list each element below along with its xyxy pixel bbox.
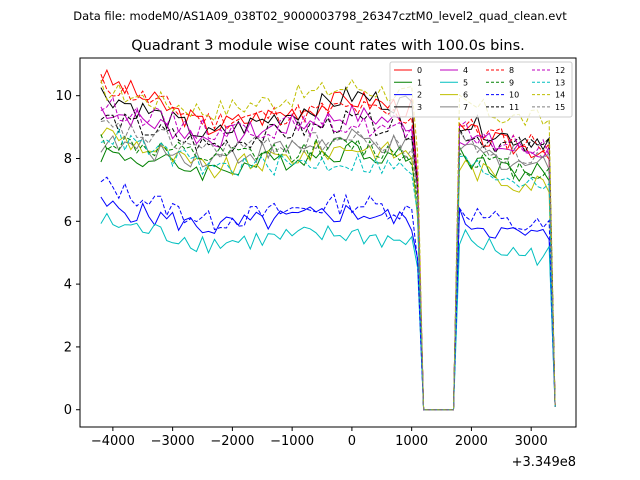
y-tick-label: 10: [55, 89, 72, 104]
plot-area: [100, 68, 556, 411]
x-tick-label: −2000: [210, 434, 254, 449]
series-line-6: [100, 127, 556, 411]
series-line-3: [100, 86, 556, 411]
x-tick-label: 3000: [515, 434, 548, 449]
x-axis: −4000 −3000 −2000 −1000 0 1000 2000 3000: [91, 427, 548, 449]
legend-label-3: 3: [417, 103, 422, 112]
series-line-9: [100, 134, 556, 411]
legend-label-12: 12: [555, 66, 565, 75]
series-line-8: [100, 74, 556, 411]
legend-label-7: 7: [463, 103, 468, 112]
x-tick-label: 1000: [395, 434, 428, 449]
x-tick-label: 0: [348, 434, 356, 449]
series-line-12: [100, 96, 556, 411]
series-line-15: [100, 119, 556, 411]
legend-label-15: 15: [555, 103, 565, 112]
legend-label-4: 4: [463, 66, 468, 75]
legend-label-13: 13: [555, 78, 565, 87]
legend-box: [389, 61, 573, 118]
legend-label-14: 14: [555, 91, 565, 100]
x-tick-label: −4000: [91, 434, 135, 449]
legend-label-8: 8: [509, 66, 514, 75]
series-line-5: [100, 212, 556, 411]
figure-suptitle: Data file: modeM0/AS1A09_038T02_90000037…: [73, 9, 567, 23]
y-tick-label: 2: [64, 340, 72, 355]
y-tick-label: 0: [64, 403, 72, 418]
legend-label-6: 6: [463, 91, 468, 100]
series-line-11: [100, 110, 556, 411]
y-tick-label: 8: [64, 152, 72, 167]
series-line-0: [100, 68, 556, 411]
axes-frame: [79, 57, 577, 428]
legend-label-10: 10: [509, 91, 519, 100]
series-line-1: [100, 140, 556, 411]
x-offset-label: +3.349e8: [512, 455, 576, 470]
x-tick-label: 2000: [455, 434, 488, 449]
series-line-2: [100, 196, 556, 411]
legend-label-2: 2: [417, 91, 422, 100]
legend-label-11: 11: [509, 103, 519, 112]
y-axis: 0 2 4 6 8 10: [55, 89, 80, 418]
series-line-7: [100, 128, 556, 411]
series-line-10: [100, 176, 556, 411]
y-tick-label: 4: [64, 278, 72, 293]
legend-label-0: 0: [417, 66, 422, 75]
y-tick-label: 6: [64, 215, 72, 230]
series-line-13: [100, 127, 556, 411]
legend-label-9: 9: [509, 78, 514, 87]
x-tick-label: −1000: [270, 434, 314, 449]
x-tick-label: −3000: [151, 434, 195, 449]
chart-title: Quadrant 3 module wise count rates with …: [131, 38, 525, 54]
legend-label-1: 1: [417, 78, 422, 87]
legend-label-5: 5: [463, 78, 468, 87]
